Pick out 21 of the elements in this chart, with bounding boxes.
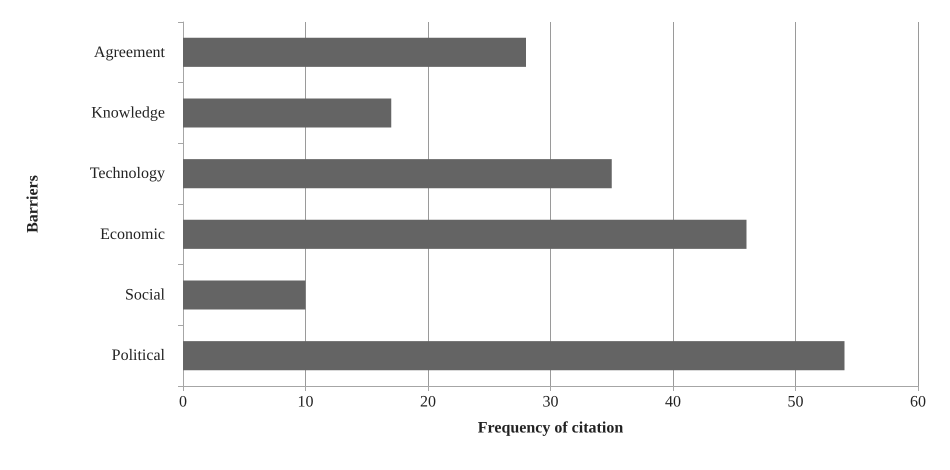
x-tick-label: 50	[788, 394, 804, 410]
x-tick-label: 40	[665, 394, 681, 410]
x-tick-label: 20	[420, 394, 436, 410]
x-tick-label: 60	[910, 394, 926, 410]
bar	[183, 220, 746, 249]
bar	[183, 159, 612, 188]
bar	[183, 38, 526, 67]
bar	[183, 280, 306, 310]
y-tick-label: Knowledge	[91, 104, 165, 122]
y-tick-label: Social	[125, 286, 166, 304]
x-tick-label: 30	[542, 394, 558, 410]
x-tick-label: 0	[179, 394, 187, 410]
y-axis-title: Barriers	[24, 175, 42, 233]
y-tick-label: Economic	[100, 226, 165, 243]
x-tick-label: 10	[298, 394, 314, 410]
x-axis-title: Frequency of citation	[478, 420, 624, 436]
bar	[183, 98, 392, 128]
y-tick-label: Agreement	[94, 44, 166, 61]
y-tick-label: Political	[112, 347, 166, 364]
y-tick-label: Technology	[90, 165, 165, 182]
bar	[183, 341, 844, 370]
